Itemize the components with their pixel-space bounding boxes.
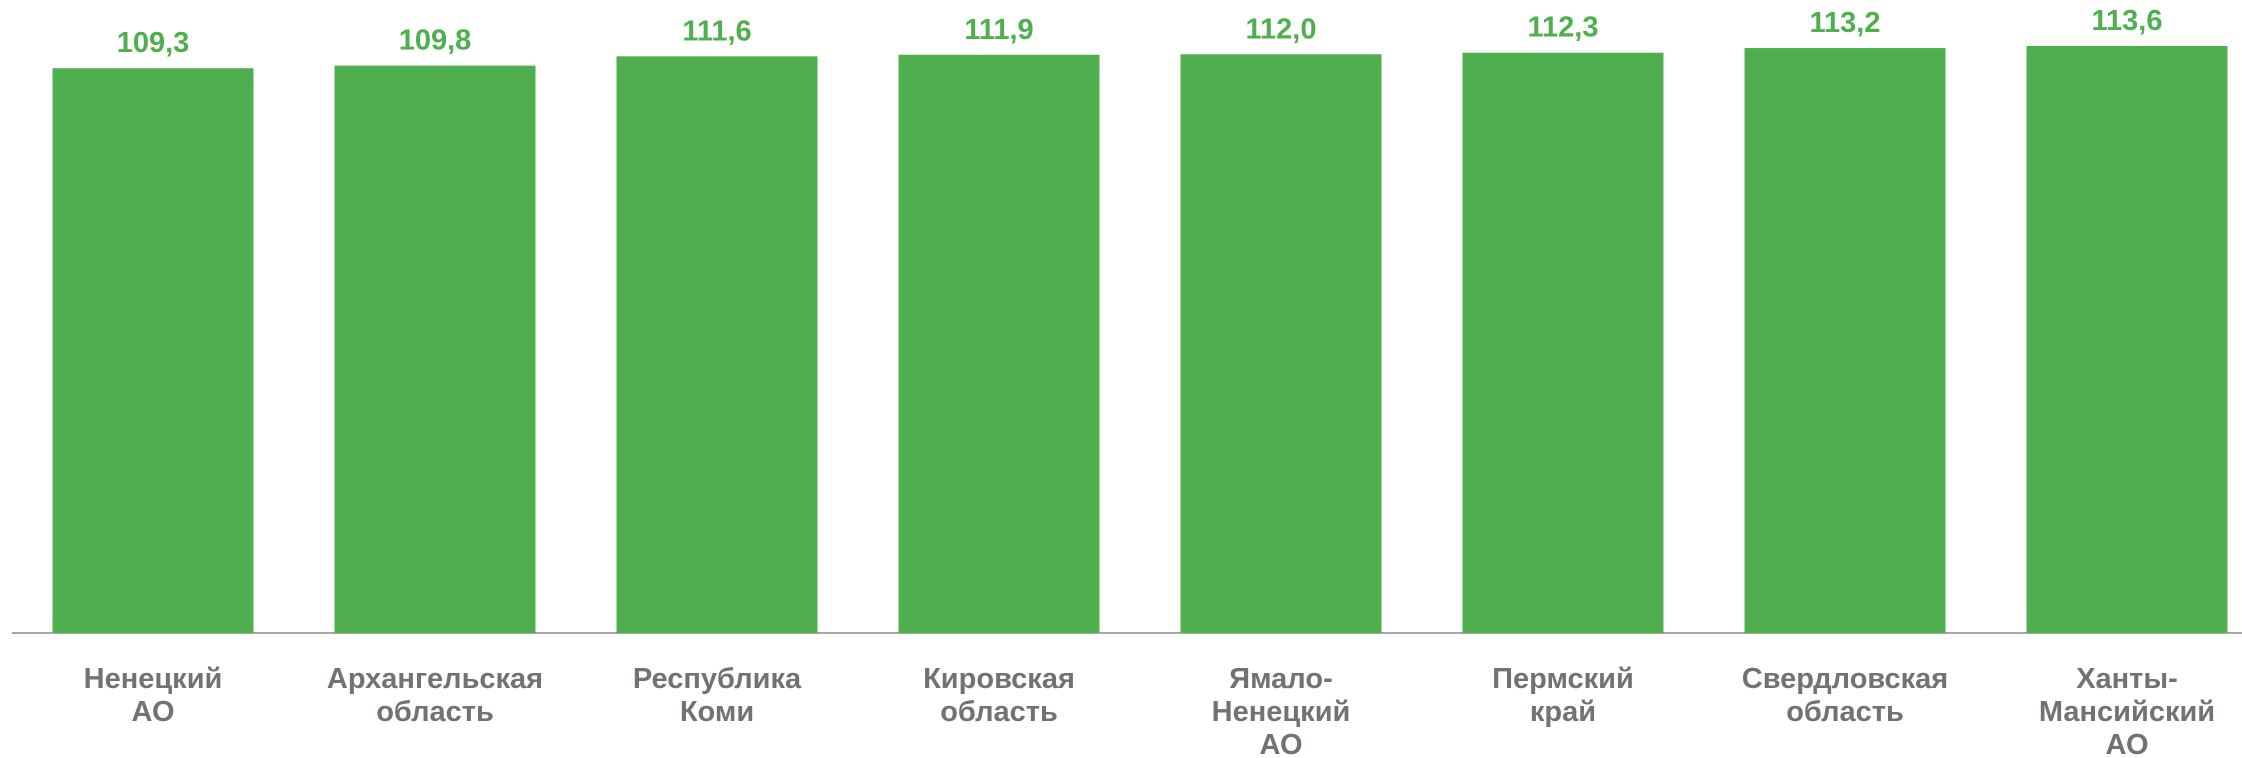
value-label-4: 112,0 [1246,13,1317,45]
bar-2 [616,56,818,633]
category-label-0: Ненецкий АО [84,663,223,728]
category-label-line: Кировская [923,663,1075,695]
category-label-line: АО [131,696,174,728]
value-label-7: 113,6 [2092,5,2163,37]
category-label-line: Свердловская [1742,663,1948,695]
category-label-6: Свердловская область [1742,663,1948,728]
category-label-line: область [1786,696,1904,728]
category-label-line: край [1530,696,1596,728]
bar-1 [334,65,536,633]
category-label-line: Ненецкий [84,663,223,695]
category-label-7: Ханты-Мансийский АО [2039,663,2215,758]
category-label-line: АО [1259,729,1302,758]
category-label-4: Ямало-Ненецкий АО [1212,663,1351,758]
value-label-6: 113,2 [1810,7,1881,39]
category-label-5: Пермский край [1492,663,1634,728]
category-label-line: Ямало- [1229,663,1332,695]
bar-0 [52,68,254,633]
category-label-line: АО [2105,729,2148,758]
value-labels-group: 109,3 109,8 111,6 111,9 112,0 112,3 113,2 113,6 [117,5,2163,59]
category-label-1: Архангельская область [327,663,543,728]
category-label-line: Республика [633,663,802,695]
bar-4 [1180,54,1382,633]
value-label-2: 111,6 [682,15,751,47]
category-label-line: область [376,696,494,728]
value-label-1: 109,8 [399,25,472,57]
category-label-line: Архангельская [327,663,543,695]
bar-6 [1744,48,1946,633]
value-label-0: 109,3 [117,27,190,59]
value-label-5: 112,3 [1528,12,1599,44]
category-label-line: Мансийский [2039,696,2215,728]
bar-5 [1462,52,1664,634]
bar-3 [898,54,1100,634]
category-label-line: область [940,696,1058,728]
category-label-line: Коми [680,696,754,728]
bars-group [52,45,2228,634]
category-label-line: Ханты- [2076,663,2178,695]
category-label-3: Кировская область [923,663,1075,728]
category-label-2: Республика Коми [633,663,802,728]
value-label-3: 111,9 [964,14,1033,46]
category-label-line: Ненецкий [1212,696,1351,728]
bar-7 [2026,45,2228,634]
category-label-line: Пермский [1492,663,1634,695]
